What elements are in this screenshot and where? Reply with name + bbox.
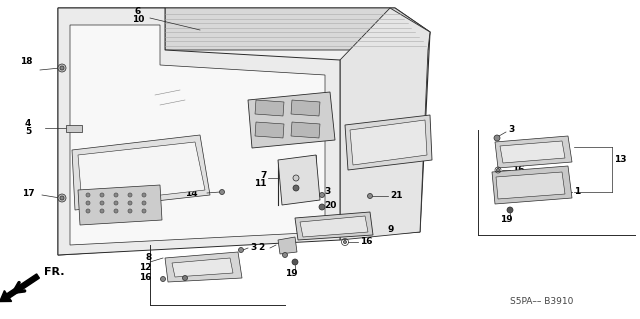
Circle shape bbox=[100, 209, 104, 213]
Text: 1: 1 bbox=[574, 188, 580, 197]
Polygon shape bbox=[278, 237, 297, 254]
Text: 17: 17 bbox=[22, 189, 35, 197]
Circle shape bbox=[60, 66, 64, 70]
Circle shape bbox=[182, 276, 188, 280]
Polygon shape bbox=[58, 8, 340, 255]
Polygon shape bbox=[278, 155, 320, 205]
Circle shape bbox=[507, 207, 513, 213]
Text: 3: 3 bbox=[324, 188, 330, 197]
Polygon shape bbox=[165, 8, 430, 50]
Polygon shape bbox=[350, 120, 427, 165]
Text: 16: 16 bbox=[360, 238, 372, 247]
Text: 16: 16 bbox=[140, 273, 152, 283]
Circle shape bbox=[292, 259, 298, 265]
Circle shape bbox=[114, 201, 118, 205]
Polygon shape bbox=[58, 8, 430, 255]
Polygon shape bbox=[495, 136, 572, 168]
Polygon shape bbox=[172, 258, 233, 277]
Circle shape bbox=[142, 201, 146, 205]
Polygon shape bbox=[70, 25, 325, 245]
Text: 7: 7 bbox=[260, 170, 267, 180]
Circle shape bbox=[367, 194, 372, 198]
Circle shape bbox=[58, 64, 66, 72]
Circle shape bbox=[220, 189, 225, 195]
Text: 6: 6 bbox=[135, 8, 141, 17]
Polygon shape bbox=[340, 8, 430, 240]
Polygon shape bbox=[255, 122, 284, 138]
Circle shape bbox=[282, 253, 287, 257]
Circle shape bbox=[494, 135, 500, 141]
Circle shape bbox=[142, 209, 146, 213]
Circle shape bbox=[293, 185, 299, 191]
Text: 3: 3 bbox=[250, 243, 256, 253]
Circle shape bbox=[128, 209, 132, 213]
Polygon shape bbox=[345, 115, 432, 170]
Polygon shape bbox=[500, 141, 565, 163]
Circle shape bbox=[86, 201, 90, 205]
Circle shape bbox=[497, 168, 499, 172]
Polygon shape bbox=[291, 122, 320, 138]
Polygon shape bbox=[248, 92, 335, 148]
Text: 9: 9 bbox=[388, 226, 394, 234]
Circle shape bbox=[161, 277, 166, 281]
Circle shape bbox=[319, 192, 324, 197]
Text: 10: 10 bbox=[132, 16, 144, 25]
Polygon shape bbox=[295, 212, 373, 240]
Text: 22: 22 bbox=[298, 181, 310, 189]
Polygon shape bbox=[78, 185, 162, 225]
FancyBboxPatch shape bbox=[66, 125, 82, 132]
Circle shape bbox=[58, 194, 66, 202]
Text: 19: 19 bbox=[500, 216, 513, 225]
Polygon shape bbox=[255, 100, 284, 116]
Text: S5PA–– B3910: S5PA–– B3910 bbox=[510, 298, 573, 307]
Text: 8: 8 bbox=[146, 254, 152, 263]
Text: 2: 2 bbox=[258, 243, 264, 253]
Circle shape bbox=[142, 193, 146, 197]
Text: 4: 4 bbox=[25, 120, 31, 129]
Polygon shape bbox=[291, 100, 320, 116]
Circle shape bbox=[86, 193, 90, 197]
Text: 11: 11 bbox=[255, 179, 267, 188]
Text: 3: 3 bbox=[508, 125, 515, 135]
Circle shape bbox=[239, 248, 243, 253]
Text: 16: 16 bbox=[512, 166, 525, 174]
Text: 15: 15 bbox=[298, 170, 310, 180]
Circle shape bbox=[293, 175, 299, 181]
Text: FR.: FR. bbox=[44, 267, 65, 277]
Text: 20: 20 bbox=[324, 201, 337, 210]
Circle shape bbox=[114, 193, 118, 197]
Text: 12: 12 bbox=[140, 263, 152, 271]
Text: 13: 13 bbox=[614, 155, 627, 165]
Circle shape bbox=[344, 241, 346, 243]
Circle shape bbox=[114, 209, 118, 213]
Text: 18: 18 bbox=[20, 57, 33, 66]
Text: 19: 19 bbox=[285, 270, 298, 278]
Polygon shape bbox=[165, 252, 242, 282]
Polygon shape bbox=[492, 166, 572, 204]
Circle shape bbox=[60, 196, 64, 200]
Text: 5: 5 bbox=[25, 128, 31, 137]
Polygon shape bbox=[78, 142, 205, 204]
Text: 21: 21 bbox=[390, 191, 403, 201]
Polygon shape bbox=[72, 135, 210, 210]
Circle shape bbox=[128, 201, 132, 205]
Circle shape bbox=[128, 193, 132, 197]
Circle shape bbox=[100, 193, 104, 197]
Circle shape bbox=[86, 209, 90, 213]
FancyArrow shape bbox=[0, 274, 40, 301]
Text: 14: 14 bbox=[185, 189, 198, 197]
Polygon shape bbox=[300, 216, 368, 237]
Circle shape bbox=[319, 204, 325, 210]
Polygon shape bbox=[496, 172, 565, 199]
Circle shape bbox=[100, 201, 104, 205]
